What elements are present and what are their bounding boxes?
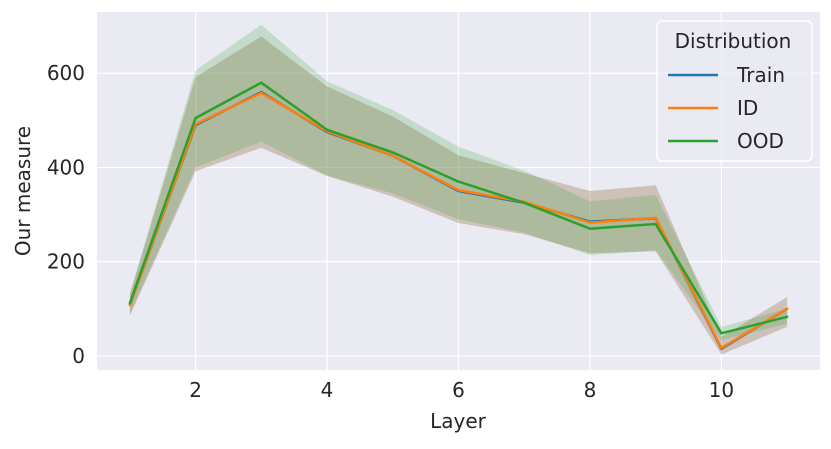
y-axis-label: Our measure: [11, 126, 35, 256]
y-tick-label: 200: [47, 250, 85, 274]
legend-label-ood: OOD: [737, 129, 784, 153]
legend: Distribution Train ID OOD: [656, 20, 813, 162]
legend-title: Distribution: [675, 29, 792, 53]
x-tick-label: 6: [452, 378, 465, 402]
x-tick-label: 10: [709, 378, 734, 402]
x-tick-label: 2: [189, 378, 202, 402]
tick-labels: 2 4 6 8 10 0 200 400 600: [47, 61, 734, 402]
y-tick-label: 400: [47, 155, 85, 179]
band-id: [129, 36, 788, 355]
legend-box: [656, 20, 813, 162]
x-axis-label: Layer: [430, 409, 487, 433]
y-tick-label: 600: [47, 61, 85, 85]
x-tick-label: 4: [321, 378, 334, 402]
x-tick-label: 8: [584, 378, 597, 402]
legend-items: Train ID OOD: [668, 63, 785, 153]
series-line-ood: [128, 81, 789, 335]
legend-label-id: ID: [737, 96, 758, 120]
band-train: [129, 36, 788, 355]
y-tick-label: 0: [72, 344, 85, 368]
series-lines: [128, 81, 789, 351]
legend-label-train: Train: [736, 63, 785, 87]
